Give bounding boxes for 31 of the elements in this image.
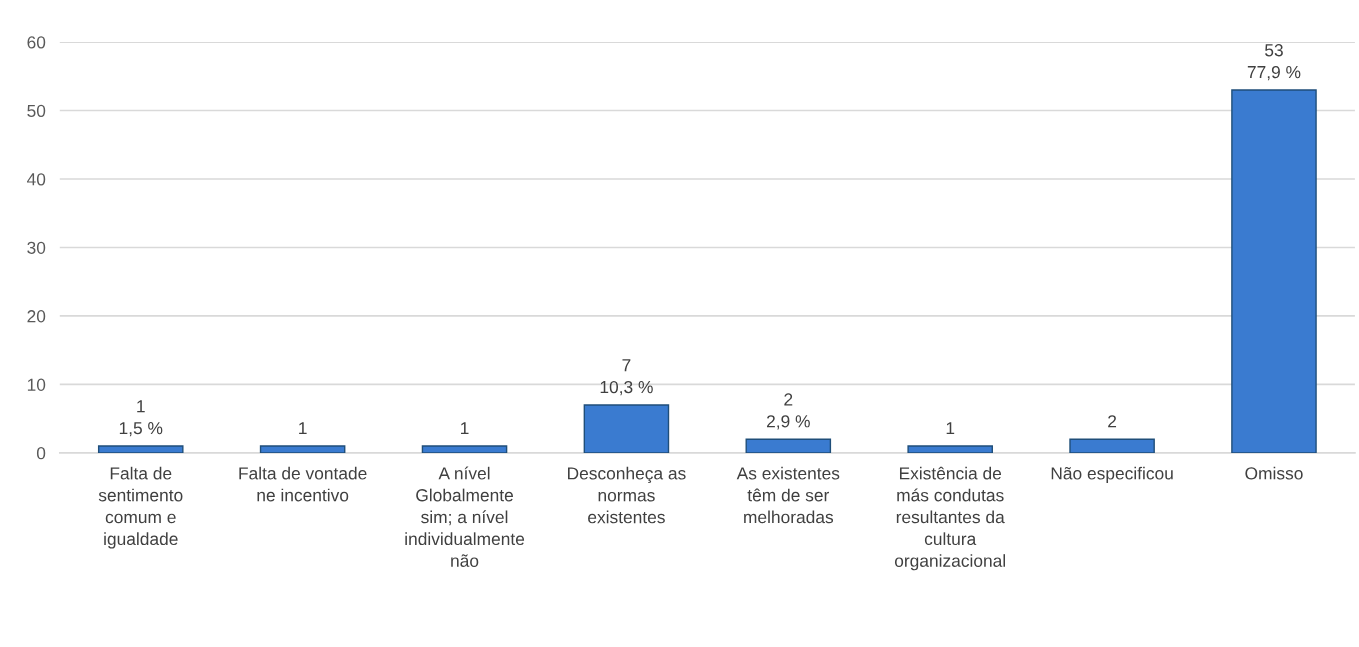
- y-tick-label: 50: [27, 104, 46, 117]
- x-tick-label: Não especificou: [1051, 466, 1173, 483]
- data-label: 1 1,5 %: [119, 400, 163, 437]
- y-tick-label: 60: [27, 36, 46, 49]
- y-tick-label: 0: [36, 447, 46, 460]
- x-tick-label: Desconheça as normas existentes: [568, 466, 686, 524]
- bar: [421, 445, 508, 453]
- y-tick-label: 20: [27, 310, 46, 323]
- x-tick-label: As existentes têm de ser melhoradas: [736, 466, 840, 524]
- data-label: 1: [946, 422, 955, 435]
- data-label: 2 2,9 %: [766, 393, 810, 430]
- y-tick-label: 40: [27, 173, 46, 186]
- data-label: 7 10,3 %: [600, 359, 653, 396]
- bar: [907, 445, 993, 453]
- y-tick-label: 10: [27, 378, 46, 391]
- bar: [259, 445, 346, 453]
- data-label: 53 77,9 %: [1247, 44, 1301, 81]
- bar: [583, 404, 670, 453]
- x-tick-label: A nível Globalmente sim; a nível individualmente não: [405, 466, 525, 567]
- data-label: 1: [461, 422, 469, 435]
- bar: [97, 445, 184, 453]
- data-label: 2: [1108, 415, 1117, 428]
- y-tick-label: 30: [27, 241, 46, 254]
- bar: [745, 438, 832, 453]
- x-tick-label: Existência de más condutas resultantes da cultura organizacional: [894, 466, 1006, 571]
- x-tick-label: Falta de vontade ne incentivo: [239, 466, 367, 502]
- x-tick-label: Omisso: [1245, 466, 1303, 480]
- bar: [1069, 438, 1155, 453]
- bar: [1231, 89, 1317, 453]
- data-label: 1: [299, 422, 307, 435]
- x-tick-label: Falta de sentimento comum e igualdade: [98, 466, 183, 549]
